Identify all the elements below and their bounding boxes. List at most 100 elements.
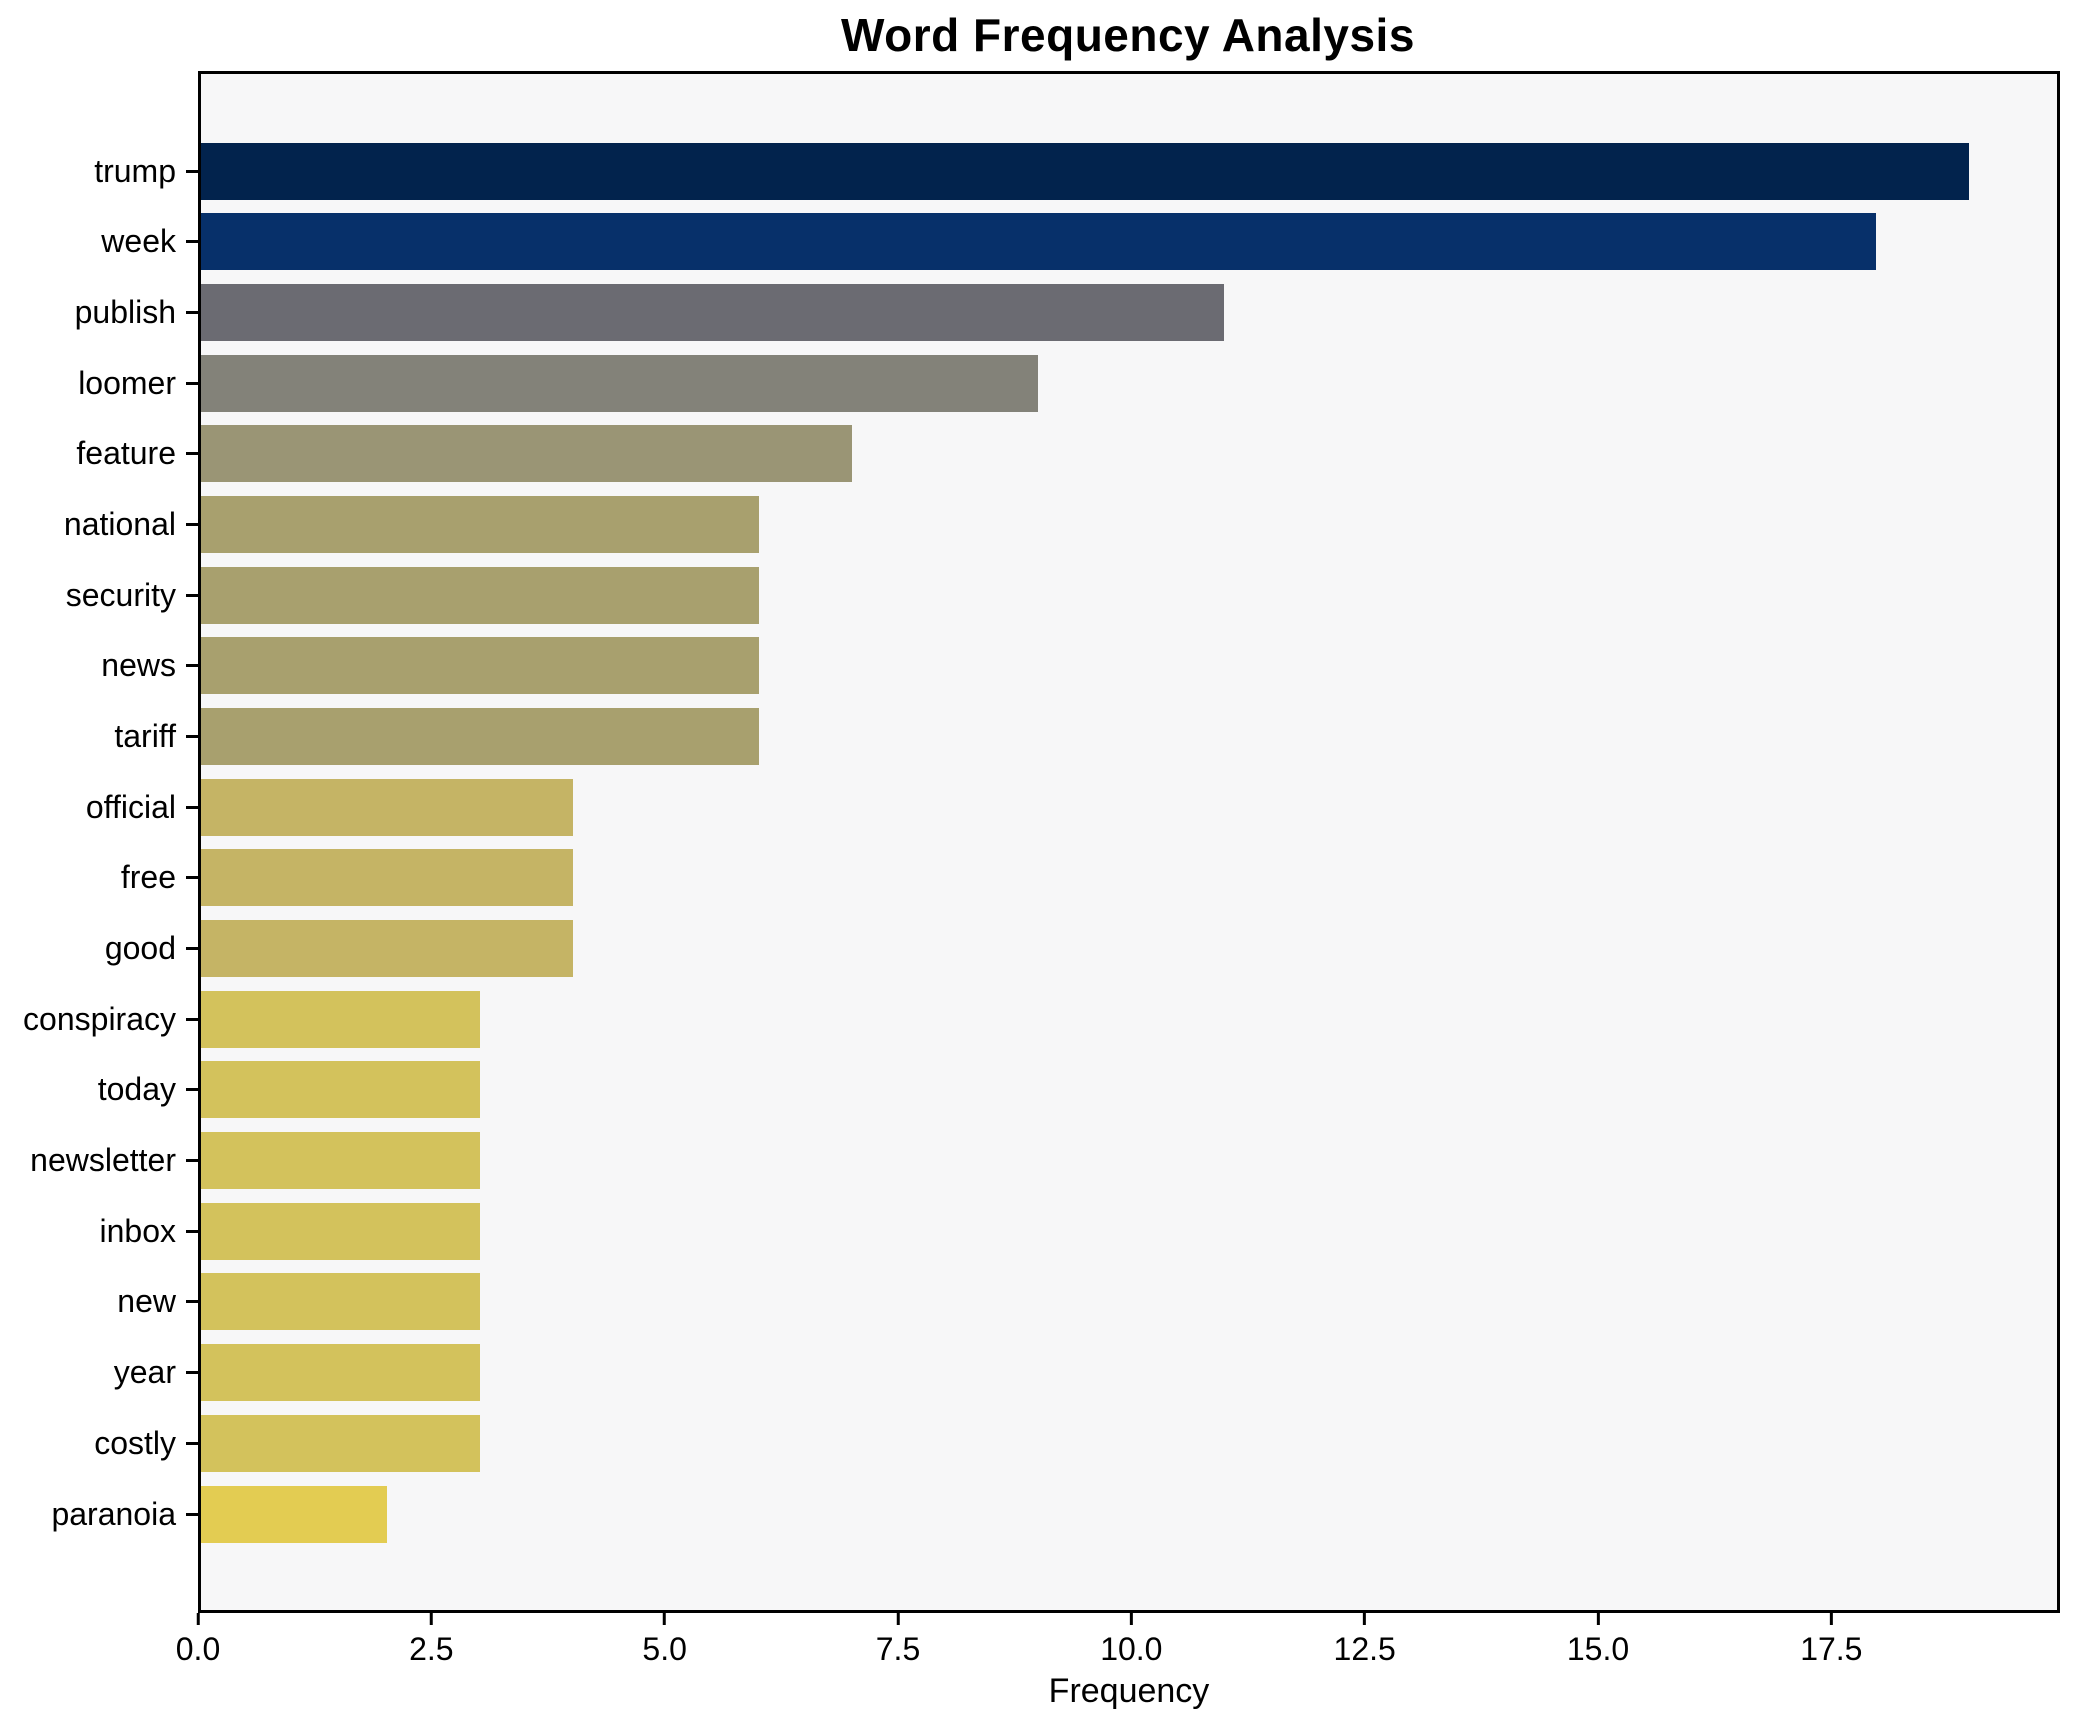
bar-inbox [201, 1202, 481, 1260]
y-tick-label-costly: costly [94, 1424, 176, 1461]
y-tick-label-week: week [101, 223, 176, 260]
y-tick-mark [186, 947, 198, 951]
x-tick-label: 15.0 [1566, 1631, 1630, 1667]
x-tick-mark [1363, 1613, 1367, 1625]
bar-row-loomer: loomer [78, 354, 2057, 412]
y-tick-mark [186, 1512, 198, 1516]
bar-newsletter [201, 1132, 481, 1190]
y-tick-label-national: national [63, 505, 176, 542]
bar-feature [201, 425, 853, 483]
y-tick-label-news: news [101, 647, 176, 684]
bar-good [201, 920, 574, 978]
x-tick-label: 12.5 [1333, 1631, 1396, 1667]
bar-week [201, 213, 1876, 271]
bar-row-trump: trump [94, 142, 2057, 200]
bar-today [201, 1061, 481, 1119]
bar-row-inbox: inbox [100, 1202, 2057, 1260]
y-tick-label-tariff: tariff [114, 717, 176, 754]
bar-trump [201, 142, 1969, 200]
bar-row-tariff: tariff [114, 707, 2057, 765]
y-tick-mark [186, 593, 198, 597]
y-tick-label-loomer: loomer [78, 364, 176, 401]
bar-row-conspiracy: conspiracy [23, 990, 2057, 1048]
bar-row-today: today [98, 1061, 2057, 1119]
y-tick-label-free: free [120, 859, 176, 896]
y-tick-mark [186, 1017, 198, 1021]
bar-row-costly: costly [94, 1414, 2057, 1472]
bar-row-new: new [117, 1273, 2057, 1331]
y-tick-mark [186, 876, 198, 880]
y-tick-label-publish: publish [74, 293, 176, 330]
x-tick-label: 7.5 [875, 1631, 921, 1667]
bar-row-paranoia: paranoia [51, 1485, 2057, 1543]
bar-row-publish: publish [75, 283, 2057, 341]
x-tick-12.5: 12.5 [1334, 1613, 1396, 1668]
y-tick-mark [186, 664, 198, 668]
y-tick-label-paranoia: paranoia [51, 1495, 176, 1532]
x-tick-10.0: 10.0 [1100, 1613, 1162, 1668]
y-tick-label-new: new [117, 1283, 176, 1320]
bar-loomer [201, 354, 1039, 412]
y-tick-label-official: official [85, 788, 176, 825]
y-tick-mark [186, 1229, 198, 1233]
bar-conspiracy [201, 990, 481, 1048]
y-tick-mark [186, 1159, 198, 1163]
y-tick-mark [186, 169, 198, 173]
bar-tariff [201, 707, 760, 765]
x-tick-label: 10.0 [1100, 1631, 1163, 1667]
bar-official [201, 778, 574, 836]
x-tick-2.5: 2.5 [409, 1613, 454, 1668]
x-tick-label: 5.0 [642, 1631, 687, 1667]
x-tick-mark [1596, 1613, 1600, 1625]
x-tick-mark [663, 1613, 667, 1625]
x-axis: 0.0 2.5 5.0 7.5 10.0 12.5 15.0 17.5 [176, 1613, 2060, 1683]
y-tick-mark [186, 381, 198, 385]
bar-news [201, 637, 760, 695]
x-tick-0.0: 0.0 [176, 1613, 220, 1668]
bar-free [201, 849, 574, 907]
bar-row-newsletter: newsletter [30, 1132, 2057, 1190]
bar-row-national: national [64, 495, 2057, 553]
y-tick-label-feature: feature [76, 435, 176, 472]
bar-row-week: week [101, 213, 2057, 271]
y-tick-label-good: good [104, 930, 176, 967]
y-tick-mark [186, 452, 198, 456]
chart-title: Word Frequency Analysis [841, 9, 1415, 61]
bar-row-feature: feature [76, 425, 2057, 483]
x-tick-5.0: 5.0 [642, 1613, 687, 1668]
bar-costly [201, 1414, 481, 1472]
bar-paranoia [201, 1485, 388, 1543]
bar-row-good: good [105, 920, 2057, 978]
y-tick-label-today: today [97, 1071, 176, 1108]
y-tick-mark [186, 805, 198, 809]
bar-row-news: news [101, 637, 2057, 695]
bar-row-year: year [114, 1344, 2057, 1402]
y-tick-mark [186, 522, 198, 526]
x-tick-label: 17.5 [1800, 1631, 1863, 1667]
y-tick-label-inbox: inbox [99, 1212, 177, 1249]
x-tick-label: 0.0 [175, 1631, 221, 1667]
y-tick-label-security: security [65, 576, 176, 613]
y-tick-label-trump: trump [94, 152, 176, 189]
x-tick-mark [1129, 1613, 1133, 1625]
y-tick-mark [186, 1441, 198, 1445]
y-tick-mark [186, 310, 198, 314]
y-tick-label-newsletter: newsletter [30, 1142, 176, 1179]
y-tick-mark [186, 734, 198, 738]
x-tick-7.5: 7.5 [876, 1613, 920, 1668]
x-tick-mark [896, 1613, 900, 1625]
plot-area: trump week publish loomer feature national sec… [23, 71, 2060, 1613]
bar-year [201, 1344, 481, 1402]
bar-publish [201, 283, 1225, 341]
y-tick-label-year: year [113, 1354, 176, 1391]
x-tick-mark [196, 1613, 200, 1625]
bar-row-free: free [121, 849, 2057, 907]
bar-row-security: security [66, 566, 2057, 624]
y-tick-mark [186, 1300, 198, 1304]
x-axis-label: Frequency [1048, 1672, 1210, 1710]
x-tick-label: 2.5 [409, 1631, 454, 1667]
x-tick-mark [1829, 1613, 1833, 1625]
bar-security [201, 566, 760, 624]
y-tick-label-conspiracy: conspiracy [23, 1000, 176, 1037]
